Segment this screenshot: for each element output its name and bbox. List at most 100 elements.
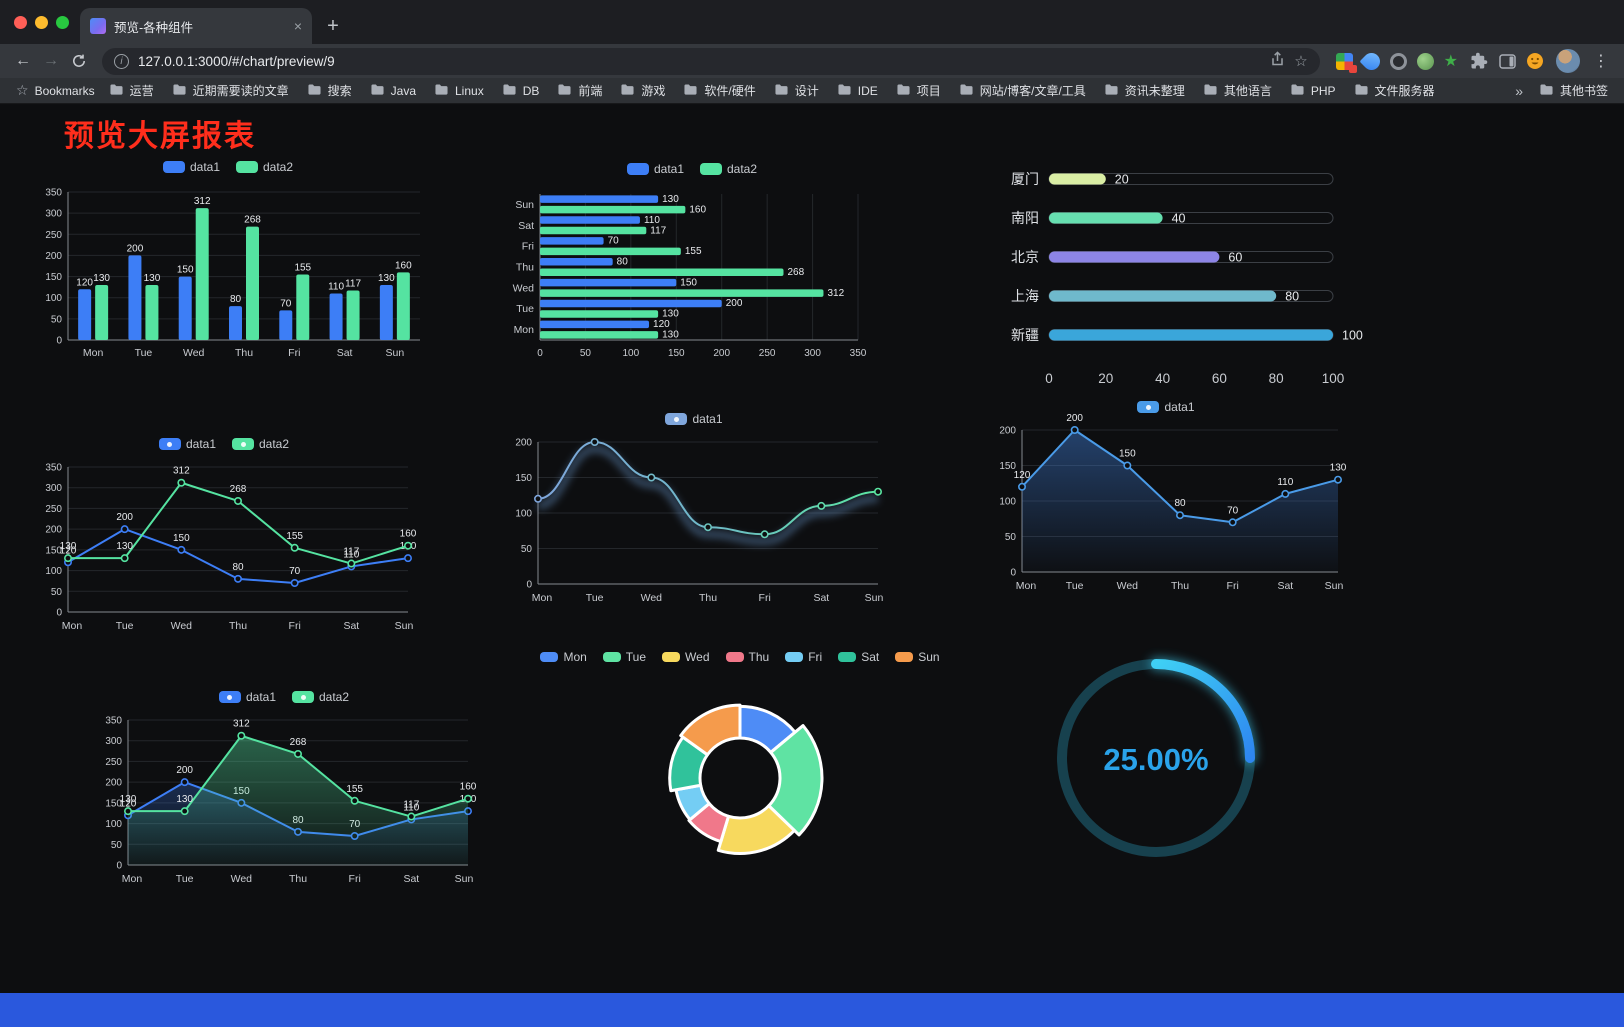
- chart-legend: data1 data2: [88, 690, 480, 704]
- blue-drop-extension-icon[interactable]: [1359, 48, 1384, 74]
- svg-text:70: 70: [1227, 505, 1239, 516]
- svg-text:Fri: Fri: [1227, 580, 1239, 592]
- profile-avatar[interactable]: [1556, 49, 1580, 73]
- svg-text:117: 117: [650, 225, 666, 236]
- extensions-puzzle-icon[interactable]: [1466, 48, 1492, 74]
- legend-item[interactable]: Sat: [838, 650, 879, 664]
- svg-text:Thu: Thu: [1171, 580, 1189, 592]
- bookmarks-label: Bookmarks: [34, 83, 95, 98]
- legend-item[interactable]: data1: [218, 690, 276, 704]
- green-star-extension-icon[interactable]: ★: [1443, 52, 1458, 70]
- menu-icon[interactable]: ⋮: [1593, 53, 1609, 70]
- svg-text:40: 40: [1172, 212, 1186, 226]
- bookmark-item[interactable]: 网站/博客/文章/工具: [955, 80, 1090, 101]
- bookmark-item[interactable]: 前端: [553, 80, 606, 101]
- bookmark-star-icon[interactable]: ☆: [1294, 53, 1308, 70]
- emoji-extension-icon[interactable]: [1522, 48, 1548, 74]
- svg-text:117: 117: [343, 547, 359, 558]
- other-bookmarks-folder[interactable]: 其他书签: [1535, 80, 1612, 101]
- legend-item[interactable]: data1: [158, 437, 216, 451]
- browser-tab[interactable]: 预览-各种组件 ×: [80, 8, 312, 44]
- folder-icon: [370, 83, 385, 99]
- bookmark-item[interactable]: 近期需要读的文章: [168, 80, 293, 101]
- svg-text:200: 200: [726, 298, 743, 309]
- svg-text:120: 120: [60, 545, 77, 556]
- legend-item[interactable]: data1: [162, 160, 220, 174]
- bookmarks-root-item[interactable]: ☆ Bookmarks: [12, 80, 99, 101]
- svg-text:312: 312: [233, 719, 250, 730]
- address-bar[interactable]: i 127.0.0.1:3000/#/chart/preview/9 ☆: [102, 47, 1320, 75]
- svg-text:Mon: Mon: [514, 324, 535, 336]
- svg-text:50: 50: [1005, 532, 1017, 543]
- legend-item[interactable]: Sun: [895, 650, 940, 664]
- ring-extension-icon[interactable]: [1389, 52, 1407, 70]
- share-icon[interactable]: [1270, 50, 1285, 72]
- two-series-line-chart: data1 data2 0 50 100 150 200 250 300 350 Mon Tue Wed…: [28, 427, 420, 642]
- legend-label: Thu: [748, 650, 770, 664]
- bookmark-item[interactable]: 设计: [770, 80, 823, 101]
- bookmarks-overflow-chevron[interactable]: »: [1515, 82, 1523, 99]
- chart-legend: Mon Tue Wed Thu Fri Sat Sun: [540, 650, 940, 664]
- folder-icon: [1203, 83, 1218, 99]
- window-close-button[interactable]: [14, 15, 27, 29]
- svg-text:厦门: 厦门: [1011, 171, 1039, 187]
- bookmark-item[interactable]: Java: [366, 81, 420, 101]
- back-button[interactable]: ←: [15, 52, 31, 69]
- svg-text:50: 50: [51, 314, 63, 325]
- window-minimize-button[interactable]: [35, 15, 48, 29]
- bookmark-item[interactable]: 软件/硬件: [679, 80, 759, 101]
- legend-item[interactable]: Fri: [785, 650, 822, 664]
- legend-item[interactable]: Mon: [540, 650, 587, 664]
- svg-text:120: 120: [120, 798, 137, 809]
- svg-text:200: 200: [713, 348, 730, 359]
- blocks-extension-icon[interactable]: [1335, 52, 1357, 73]
- bookmark-item[interactable]: PHP: [1286, 81, 1340, 101]
- legend-item[interactable]: data2: [700, 162, 757, 176]
- bookmark-item[interactable]: 运营: [105, 80, 158, 101]
- folder-icon: [837, 83, 852, 99]
- svg-text:Thu: Thu: [229, 620, 247, 632]
- new-tab-button[interactable]: +: [327, 14, 339, 37]
- legend-item[interactable]: Wed: [662, 650, 710, 664]
- folder-icon: [307, 83, 322, 99]
- bookmark-item[interactable]: 文件服务器: [1350, 80, 1439, 101]
- folder-icon: [502, 83, 517, 99]
- bookmark-label: 近期需要读的文章: [192, 84, 289, 98]
- svg-text:250: 250: [45, 504, 62, 515]
- svg-text:Wed: Wed: [231, 873, 253, 885]
- legend-item[interactable]: data2: [236, 160, 293, 174]
- url-text: 127.0.0.1:3000/#/chart/preview/9: [138, 53, 335, 69]
- svg-text:0: 0: [56, 608, 62, 619]
- svg-text:268: 268: [290, 737, 307, 748]
- legend-label: Mon: [563, 650, 587, 664]
- forward-button[interactable]: →: [43, 52, 59, 69]
- legend-item[interactable]: Tue: [602, 650, 646, 664]
- bookmark-item[interactable]: DB: [498, 81, 544, 101]
- legend-item[interactable]: data2: [292, 690, 349, 704]
- tab-close-icon[interactable]: ×: [293, 18, 302, 34]
- bookmark-item[interactable]: 搜索: [303, 80, 356, 101]
- bookmark-label: 项目: [916, 84, 941, 98]
- svg-text:100: 100: [45, 566, 62, 577]
- svg-text:南阳: 南阳: [1011, 210, 1039, 226]
- window-zoom-button[interactable]: [56, 15, 69, 29]
- bookmark-item[interactable]: 其他语言: [1199, 80, 1276, 101]
- legend-item[interactable]: data2: [232, 437, 289, 451]
- bookmark-item[interactable]: Linux: [430, 81, 488, 101]
- site-info-icon[interactable]: i: [114, 53, 129, 69]
- green-circle-extension-icon[interactable]: [1416, 52, 1434, 70]
- side-panel-icon[interactable]: [1494, 48, 1520, 74]
- bookmark-item[interactable]: IDE: [833, 81, 882, 101]
- legend-item[interactable]: data1: [1137, 400, 1195, 414]
- bookmark-item[interactable]: 游戏: [616, 80, 669, 101]
- legend-item[interactable]: data1: [626, 162, 684, 176]
- reload-button[interactable]: [66, 48, 92, 74]
- legend-label: data1: [692, 412, 723, 426]
- legend-item[interactable]: Thu: [725, 650, 770, 664]
- bookmark-item[interactable]: 资讯未整理: [1100, 80, 1189, 101]
- bookmark-item[interactable]: 项目: [892, 80, 945, 101]
- svg-text:80: 80: [230, 294, 242, 305]
- legend-item[interactable]: data1: [665, 412, 723, 426]
- svg-text:40: 40: [1155, 371, 1170, 386]
- svg-text:155: 155: [346, 784, 363, 795]
